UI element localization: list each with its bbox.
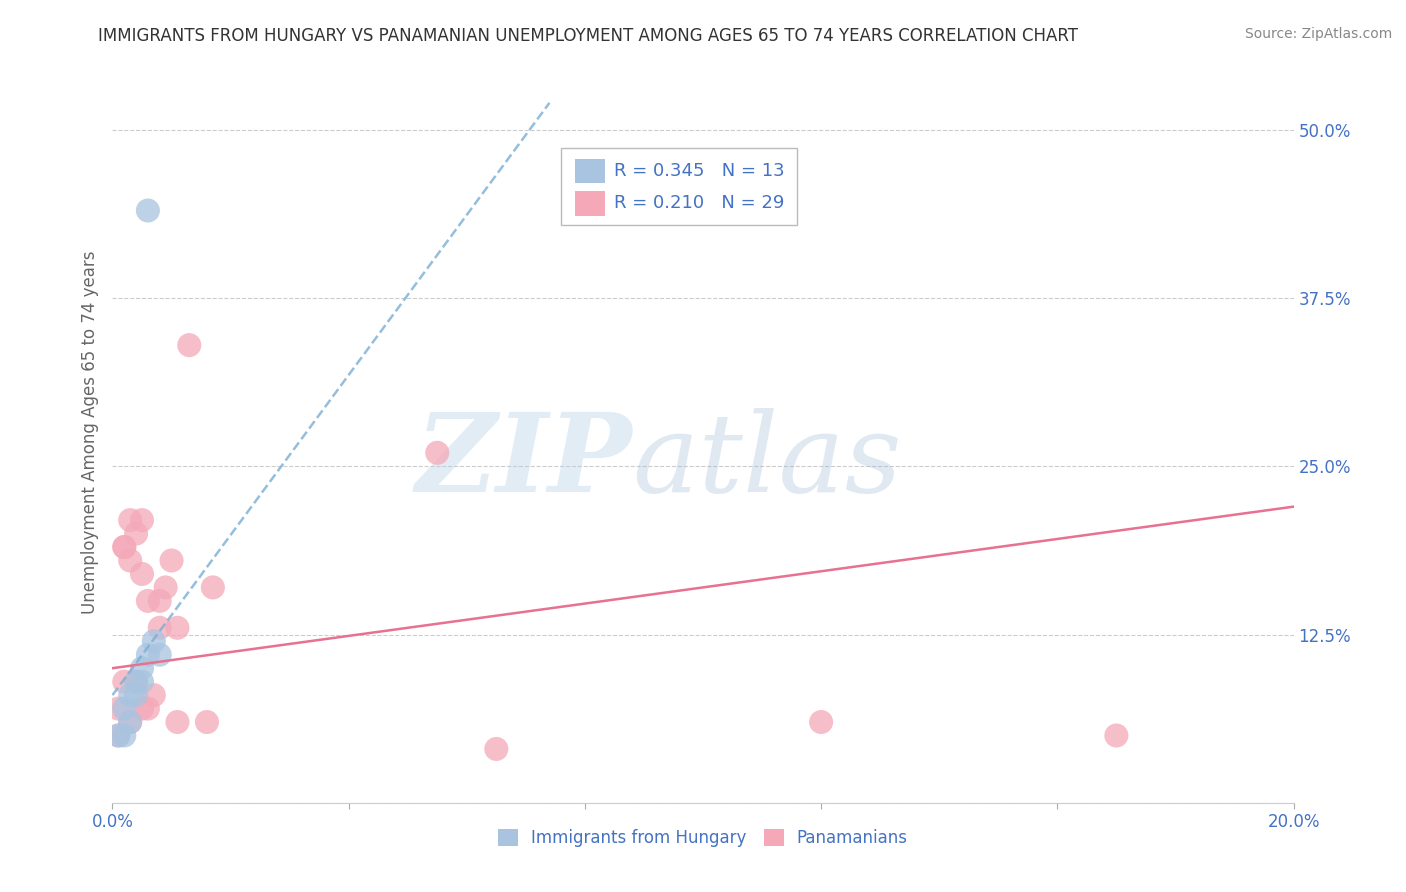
Point: [112, 674, 135, 689]
Point: [131, 701, 153, 715]
Point: [810, 714, 832, 729]
Point: [125, 688, 148, 702]
Point: [160, 553, 183, 567]
Y-axis label: Unemployment Among Ages 65 to 74 years: Unemployment Among Ages 65 to 74 years: [80, 251, 98, 615]
Point: [120, 714, 142, 729]
Point: [131, 513, 153, 527]
Point: [112, 540, 135, 554]
Point: [136, 203, 159, 218]
Point: [149, 648, 172, 662]
Text: ZIP: ZIP: [416, 409, 633, 516]
Point: [142, 688, 165, 702]
Point: [112, 701, 135, 715]
Point: [136, 594, 159, 608]
Point: [142, 634, 165, 648]
FancyBboxPatch shape: [575, 159, 605, 183]
Point: [155, 581, 177, 595]
Point: [426, 446, 449, 460]
Legend: Immigrants from Hungary, Panamanians: Immigrants from Hungary, Panamanians: [492, 822, 914, 854]
Text: Source: ZipAtlas.com: Source: ZipAtlas.com: [1244, 27, 1392, 41]
Point: [112, 729, 135, 743]
Point: [120, 688, 142, 702]
Point: [120, 553, 142, 567]
Point: [120, 714, 142, 729]
Point: [179, 338, 201, 352]
Point: [107, 729, 129, 743]
Point: [149, 594, 172, 608]
Text: IMMIGRANTS FROM HUNGARY VS PANAMANIAN UNEMPLOYMENT AMONG AGES 65 TO 74 YEARS COR: IMMIGRANTS FROM HUNGARY VS PANAMANIAN UN…: [98, 27, 1078, 45]
Text: R = 0.345   N = 13: R = 0.345 N = 13: [614, 161, 785, 179]
Point: [195, 714, 218, 729]
FancyBboxPatch shape: [561, 147, 797, 226]
FancyBboxPatch shape: [575, 191, 605, 216]
Point: [107, 701, 129, 715]
Point: [131, 674, 153, 689]
Point: [125, 674, 148, 689]
Point: [166, 621, 188, 635]
Point: [166, 714, 188, 729]
Point: [112, 540, 135, 554]
Point: [485, 742, 508, 756]
Point: [125, 674, 148, 689]
Point: [136, 701, 159, 715]
Point: [149, 621, 172, 635]
Point: [131, 661, 153, 675]
Point: [136, 648, 159, 662]
Point: [120, 513, 142, 527]
Text: R = 0.210   N = 29: R = 0.210 N = 29: [614, 194, 785, 212]
Point: [1105, 729, 1128, 743]
Text: atlas: atlas: [633, 409, 901, 516]
Point: [201, 581, 224, 595]
Point: [107, 729, 129, 743]
Point: [125, 526, 148, 541]
Point: [131, 566, 153, 581]
